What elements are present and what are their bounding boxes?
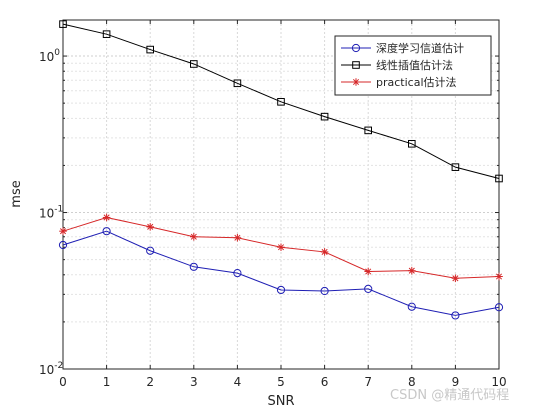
- data-point: [102, 227, 111, 236]
- x-tick-label: 0: [59, 375, 67, 389]
- x-tick-label: 1: [103, 375, 111, 389]
- legend-item: 深度学习信道估计: [341, 41, 464, 55]
- data-point: [451, 311, 460, 320]
- y-tick-label: 100: [39, 48, 60, 64]
- data-point: [364, 284, 373, 294]
- data-point: [495, 174, 503, 183]
- data-point: [407, 302, 416, 311]
- data-point: [102, 30, 111, 38]
- series-line: [62, 23, 500, 179]
- data-point: [364, 126, 372, 135]
- x-axis-label: SNR: [267, 394, 294, 409]
- x-tick-label: 10: [491, 375, 506, 389]
- legend-label: practical估计法: [376, 75, 457, 89]
- data-point: [233, 269, 242, 278]
- series-line: [62, 230, 500, 316]
- series-layer: [58, 20, 504, 320]
- data-point: [352, 61, 360, 69]
- series-3: [59, 213, 503, 283]
- x-tick-label: 4: [234, 375, 242, 389]
- data-point: [102, 213, 111, 222]
- x-tick-label: 3: [190, 375, 198, 389]
- x-tick-label: 9: [452, 375, 460, 389]
- y-axis-label: mse: [9, 180, 24, 207]
- legend-label: 线性插值估计法: [376, 58, 453, 72]
- data-point: [351, 43, 361, 53]
- grid: [63, 20, 499, 369]
- watermark: CSDN @精通代码程: [390, 388, 509, 403]
- data-point: [146, 223, 154, 231]
- x-tick-label: 2: [146, 375, 154, 389]
- data-point: [451, 163, 460, 171]
- series-1: [58, 227, 504, 320]
- data-point: [189, 262, 198, 271]
- legend-item: 线性插值估计法: [341, 58, 453, 72]
- data-point: [233, 233, 242, 242]
- data-point: [277, 98, 285, 106]
- data-point: [146, 45, 154, 54]
- data-point: [59, 20, 67, 28]
- data-point: [364, 267, 372, 276]
- series-2: [59, 20, 503, 183]
- data-point: [58, 240, 68, 250]
- x-tick-label: 8: [408, 375, 416, 389]
- data-point: [277, 243, 285, 252]
- data-point: [233, 79, 242, 88]
- data-point: [320, 248, 329, 256]
- data-point: [408, 139, 416, 148]
- data-point: [495, 272, 503, 281]
- legend-item: practical估计法: [341, 75, 457, 89]
- x-tick-label: 6: [321, 375, 329, 389]
- data-point: [190, 60, 198, 68]
- y-tick-label: 10-1: [39, 205, 63, 221]
- data-point: [59, 227, 67, 235]
- data-point: [352, 78, 360, 86]
- legend-label: 深度学习信道估计: [376, 41, 464, 55]
- data-point: [276, 285, 286, 295]
- data-point: [320, 112, 329, 121]
- data-point: [494, 303, 504, 312]
- data-point: [451, 274, 460, 283]
- data-point: [408, 266, 416, 275]
- axes: 0 1 2 3 4 5 6 7 8 9 10 10-2 10-1 100: [39, 20, 507, 389]
- data-point: [320, 286, 329, 296]
- data-point: [190, 232, 198, 241]
- y-tick-label: 10-2: [39, 361, 63, 377]
- data-point: [146, 246, 155, 255]
- x-tick-label: 7: [364, 375, 372, 389]
- x-tick-label: 5: [277, 375, 285, 389]
